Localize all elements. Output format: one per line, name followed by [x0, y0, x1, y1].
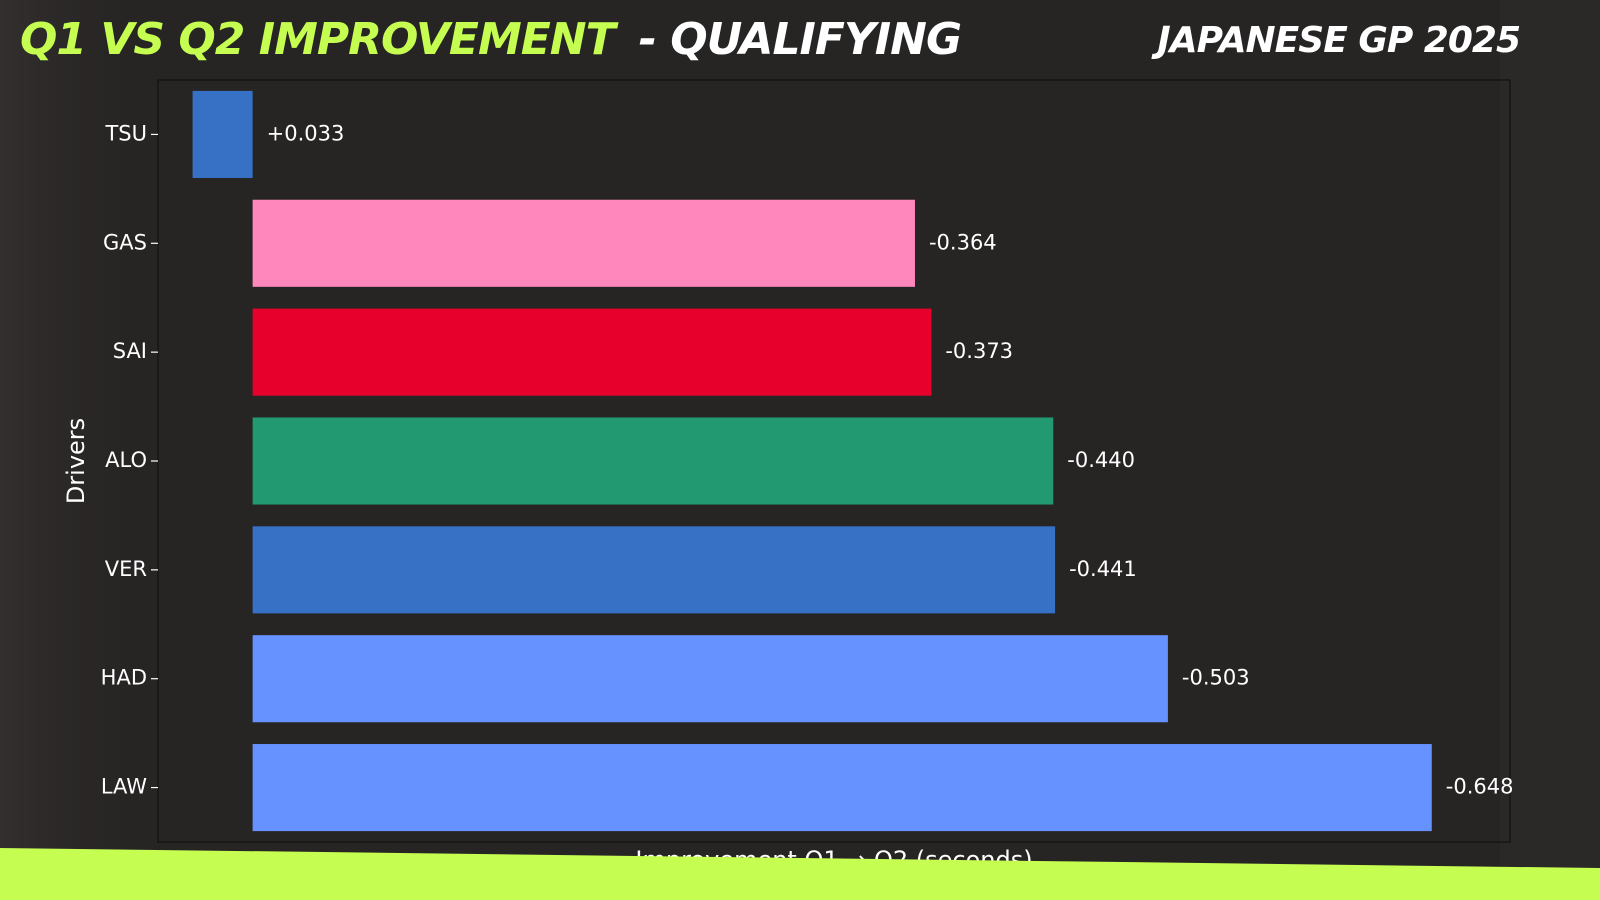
data-label-had: -0.503 — [1182, 666, 1250, 690]
title-suffix: - QUALIFYING — [638, 14, 962, 65]
y-tick-label: VER — [105, 557, 147, 581]
bar-law — [252, 744, 1432, 832]
title-highlight: Q1 VS Q2 IMPROVEMENT — [20, 14, 616, 65]
event-name: JAPANESE GP 2025 — [1157, 20, 1521, 61]
data-label-ver: -0.441 — [1069, 557, 1137, 581]
data-label-law: -0.648 — [1446, 775, 1514, 799]
data-label-tsu: +0.033 — [267, 121, 345, 145]
y-tick-label: HAD — [101, 666, 147, 690]
bar-sai — [252, 308, 932, 396]
y-tick-label: ALO — [105, 448, 147, 472]
page-title: Q1 VS Q2 IMPROVEMENT - QUALIFYING — [20, 14, 962, 65]
bar-had — [252, 635, 1168, 723]
bar-alo — [252, 417, 1054, 505]
y-tick-label: LAW — [101, 775, 147, 799]
y-tick-label: SAI — [113, 339, 147, 363]
y-tick-label: TSU — [104, 121, 147, 145]
bar-tsu — [192, 90, 253, 178]
bar-gas — [252, 199, 915, 287]
data-label-alo: -0.440 — [1067, 448, 1135, 472]
bar-ver — [252, 526, 1056, 614]
data-label-gas: -0.364 — [929, 230, 997, 254]
y-tick-label: GAS — [103, 230, 147, 254]
y-axis-label: Drivers — [62, 418, 90, 504]
data-label-sai: -0.373 — [945, 339, 1013, 363]
